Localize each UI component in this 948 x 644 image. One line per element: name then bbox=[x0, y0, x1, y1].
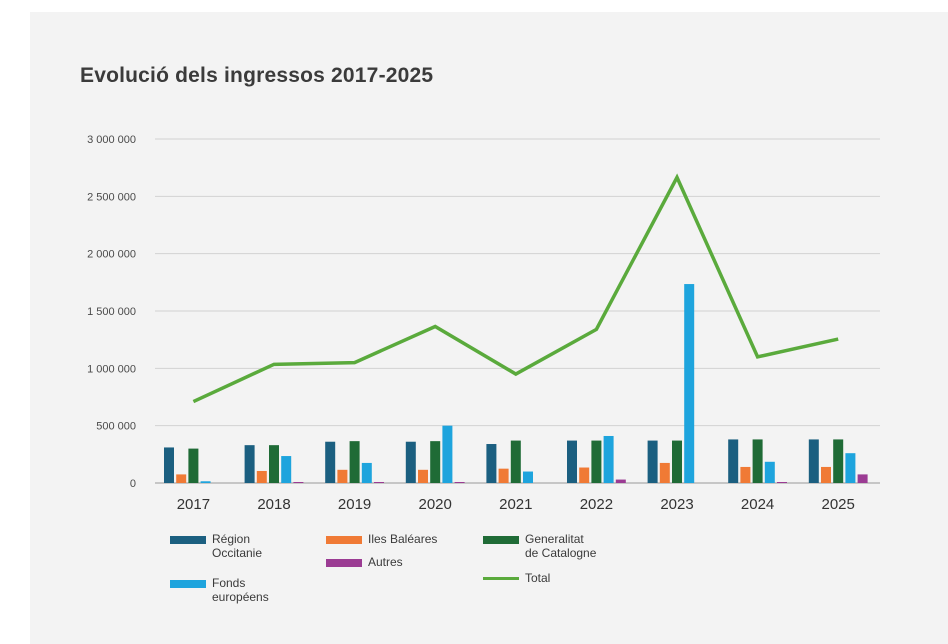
bar bbox=[418, 469, 428, 483]
legend-swatch bbox=[170, 580, 206, 588]
bar bbox=[337, 469, 348, 483]
bar bbox=[684, 284, 695, 483]
legend-item: Région Occitanie bbox=[170, 532, 262, 560]
x-tick-label: 2024 bbox=[741, 496, 774, 513]
x-tick-label: 2021 bbox=[499, 496, 532, 513]
bar bbox=[845, 453, 856, 483]
x-tick-label: 2020 bbox=[419, 496, 452, 513]
bar bbox=[833, 439, 844, 483]
legend-label: Fonds européens bbox=[212, 576, 269, 604]
bar bbox=[256, 470, 267, 483]
legend-label: Iles Baléares bbox=[368, 532, 438, 546]
bar bbox=[567, 440, 577, 483]
bar bbox=[374, 482, 384, 483]
bar bbox=[591, 440, 602, 483]
legend-swatch bbox=[483, 577, 519, 580]
bar bbox=[164, 447, 174, 483]
bar bbox=[349, 441, 360, 483]
x-tick-label: 2022 bbox=[580, 496, 613, 513]
bar bbox=[293, 482, 304, 483]
bar bbox=[740, 466, 751, 483]
bar bbox=[405, 441, 416, 483]
bar bbox=[857, 474, 868, 483]
y-tick-label: 500 000 bbox=[96, 421, 136, 433]
bar bbox=[188, 448, 199, 483]
legend-item: Generalitat de Catalogne bbox=[483, 532, 596, 560]
y-tick-label: 1 000 000 bbox=[87, 363, 136, 375]
bar bbox=[454, 482, 465, 483]
legend-swatch bbox=[326, 559, 362, 567]
bar bbox=[523, 471, 533, 483]
bar bbox=[777, 482, 787, 483]
x-tick-label: 2023 bbox=[660, 496, 693, 513]
bar bbox=[728, 439, 739, 483]
legend-label: Autres bbox=[368, 555, 403, 569]
bar bbox=[579, 467, 590, 483]
chart-title: Evolució dels ingressos 2017-2025 bbox=[80, 64, 434, 87]
bar bbox=[764, 461, 775, 483]
legend-label: Total bbox=[525, 571, 551, 585]
bar bbox=[647, 440, 658, 483]
bar bbox=[498, 468, 509, 483]
bar bbox=[808, 439, 819, 483]
y-tick-label: 0 bbox=[130, 478, 136, 490]
x-tick-label: 2017 bbox=[177, 496, 210, 513]
legend-item: Fonds européens bbox=[170, 576, 269, 604]
y-tick-label: 3 000 000 bbox=[87, 134, 136, 146]
legend-label: Generalitat de Catalogne bbox=[525, 532, 597, 560]
bar bbox=[281, 456, 292, 483]
legend-item: Autres bbox=[326, 555, 403, 569]
y-tick-label: 1 500 000 bbox=[87, 306, 136, 318]
bar bbox=[659, 462, 670, 483]
x-tick-label: 2019 bbox=[338, 496, 371, 513]
bar bbox=[615, 479, 626, 483]
x-tick-label: 2025 bbox=[822, 496, 855, 513]
legend-swatch bbox=[170, 536, 206, 544]
bar bbox=[244, 445, 255, 483]
bar bbox=[821, 466, 831, 483]
bar bbox=[430, 441, 441, 483]
bar bbox=[325, 441, 336, 483]
legend-label: Région Occitanie bbox=[212, 532, 263, 560]
bar bbox=[672, 440, 682, 483]
y-tick-label: 2 000 000 bbox=[87, 249, 136, 261]
legend-swatch bbox=[483, 536, 519, 544]
bar bbox=[486, 444, 497, 483]
bar bbox=[176, 474, 187, 483]
legend-item: Total bbox=[483, 571, 550, 585]
bar bbox=[442, 425, 453, 483]
bar bbox=[200, 481, 211, 483]
y-tick-label: 2 500 000 bbox=[87, 191, 136, 203]
bar bbox=[603, 435, 614, 483]
bar bbox=[752, 439, 763, 483]
bar bbox=[510, 440, 521, 483]
bar bbox=[269, 445, 279, 483]
legend-item: Iles Baléares bbox=[326, 532, 437, 546]
bar bbox=[361, 462, 372, 483]
x-tick-label: 2018 bbox=[257, 496, 290, 513]
legend-swatch bbox=[326, 536, 362, 544]
